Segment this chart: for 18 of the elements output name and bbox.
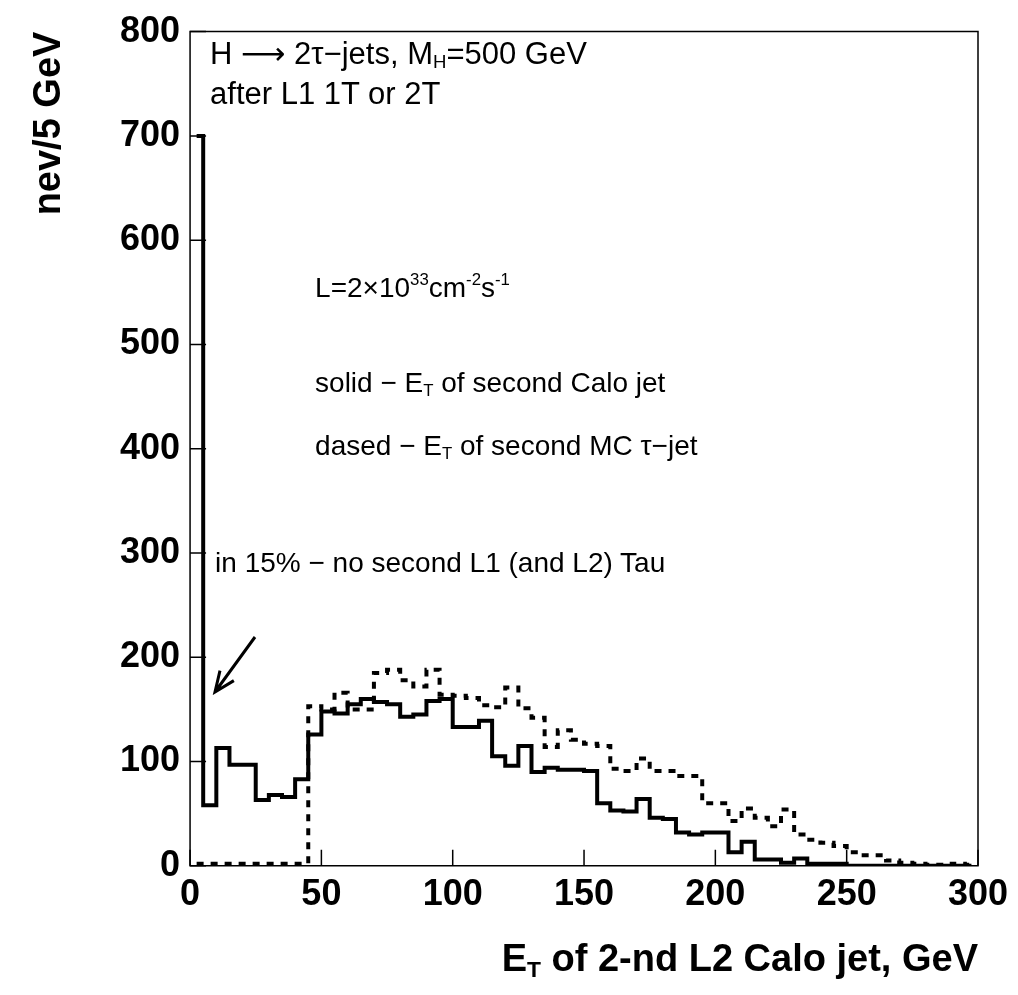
y-tick-label: 400 xyxy=(119,425,181,467)
y-axis-title: nev/5 GeV xyxy=(26,30,68,216)
y-tick-label: 200 xyxy=(119,634,181,676)
x-tick-label: 200 xyxy=(685,872,746,914)
y-tick-label: 500 xyxy=(119,321,181,363)
annotation: after L1 1T or 2T xyxy=(210,75,441,111)
x-tick-label: 250 xyxy=(816,872,877,914)
y-tick-label: 0 xyxy=(160,842,181,884)
y-tick-label: 300 xyxy=(119,529,181,571)
y-tick-label: 700 xyxy=(119,112,181,154)
x-tick-label: 150 xyxy=(553,872,615,914)
y-tick-label: 600 xyxy=(119,217,181,259)
x-tick-label: 300 xyxy=(947,872,1009,914)
y-tick-label: 100 xyxy=(119,738,181,780)
y-tick-label: 800 xyxy=(119,8,181,50)
annotation: in 15% − no second L1 (and L2) Tau xyxy=(215,546,666,578)
x-tick-label: 50 xyxy=(301,872,342,914)
x-tick-label: 100 xyxy=(422,872,483,914)
